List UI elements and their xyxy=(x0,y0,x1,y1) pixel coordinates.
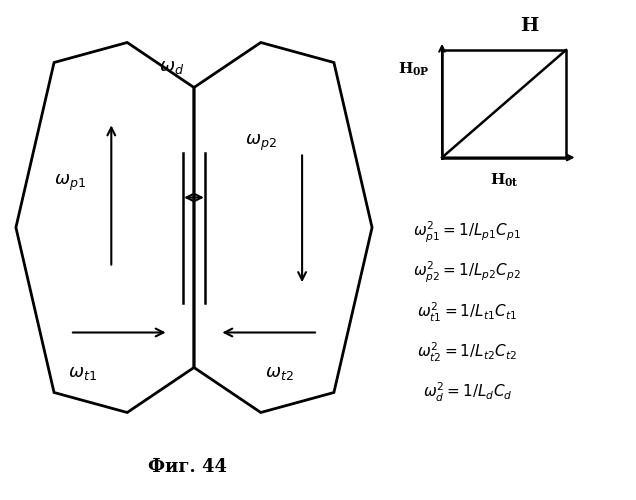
Text: $\omega^2_{t2}=1/L_{t2}C_{t2}$: $\omega^2_{t2}=1/L_{t2}C_{t2}$ xyxy=(417,341,518,364)
Text: $\omega_d$: $\omega_d$ xyxy=(159,58,184,76)
Text: H$_{\mathregular{0P}}$: H$_{\mathregular{0P}}$ xyxy=(398,60,429,78)
Text: $\omega_{t1}$: $\omega_{t1}$ xyxy=(68,364,97,382)
Text: $\omega^2_{p2}=1/L_{p2}C_{p2}$: $\omega^2_{p2}=1/L_{p2}C_{p2}$ xyxy=(413,260,522,285)
Text: H$_{\mathregular{0t}}$: H$_{\mathregular{0t}}$ xyxy=(490,171,518,189)
Text: H: H xyxy=(520,17,538,35)
Text: $\omega_{p1}$: $\omega_{p1}$ xyxy=(54,172,86,193)
Text: Фиг. 44: Фиг. 44 xyxy=(148,458,227,476)
Text: $\omega^2_{t1}=1/L_{t1}C_{t1}$: $\omega^2_{t1}=1/L_{t1}C_{t1}$ xyxy=(417,301,518,324)
Text: $\omega^2_{p1}=1/L_{p1}C_{p1}$: $\omega^2_{p1}=1/L_{p1}C_{p1}$ xyxy=(413,220,522,245)
Text: $\omega^2_{d}=1/L_{d}C_{d}$: $\omega^2_{d}=1/L_{d}C_{d}$ xyxy=(423,381,512,404)
Text: $\omega_{t2}$: $\omega_{t2}$ xyxy=(265,364,294,382)
Text: $\omega_{p2}$: $\omega_{p2}$ xyxy=(245,132,277,152)
